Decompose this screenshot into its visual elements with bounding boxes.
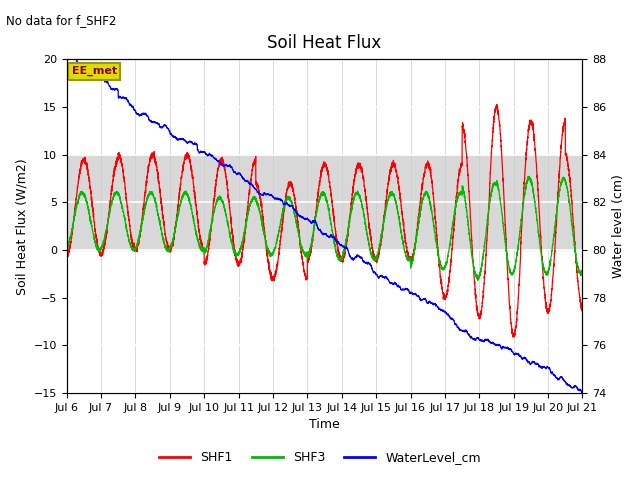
Bar bbox=[67, 155, 582, 250]
Text: No data for f_SHF2: No data for f_SHF2 bbox=[6, 14, 116, 27]
X-axis label: Time: Time bbox=[309, 419, 340, 432]
Text: EE_met: EE_met bbox=[72, 66, 117, 76]
Y-axis label: Soil Heat Flux (W/m2): Soil Heat Flux (W/m2) bbox=[15, 158, 28, 295]
Title: Soil Heat Flux: Soil Heat Flux bbox=[268, 34, 381, 52]
Y-axis label: Water level (cm): Water level (cm) bbox=[612, 174, 625, 278]
Legend: SHF1, SHF3, WaterLevel_cm: SHF1, SHF3, WaterLevel_cm bbox=[154, 446, 486, 469]
